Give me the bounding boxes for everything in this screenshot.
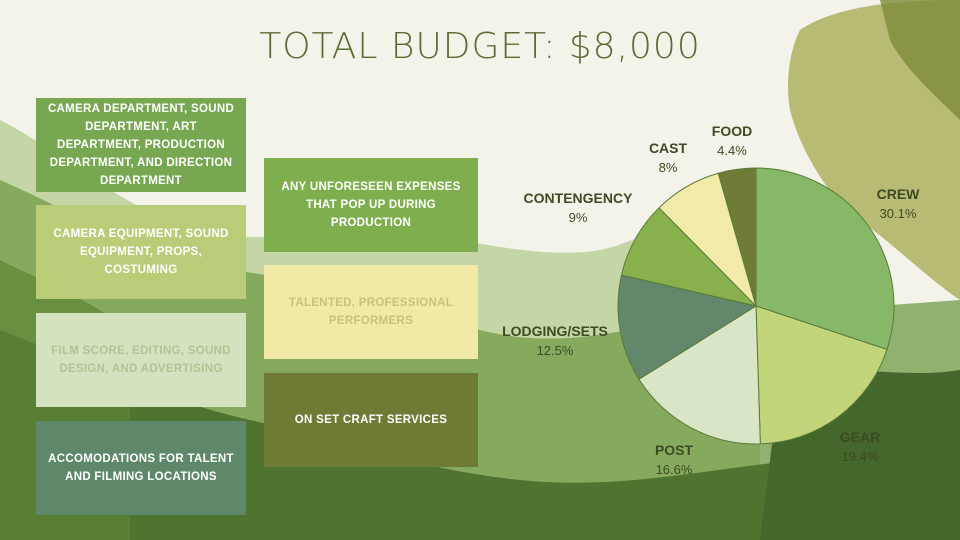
pie-slice-post <box>638 305 761 445</box>
pie-slice-crew <box>755 167 895 351</box>
slice-label-crew-name: CREW <box>876 186 920 202</box>
pie-slice-gear <box>755 305 888 445</box>
slice-label-lodging-name: LODGING/SETS <box>502 323 608 339</box>
slice-label-contingency: CONTENGENCY 9% <box>513 189 643 227</box>
slice-label-food-value: 4.4% <box>717 143 747 158</box>
slice-label-crew: CREW 30.1% <box>858 185 938 223</box>
slice-label-cast-value: 8% <box>658 160 678 175</box>
slice-label-post-value: 16.6% <box>655 462 693 477</box>
slice-label-cast: CAST 8% <box>628 139 708 177</box>
slice-label-food-name: FOOD <box>711 123 753 139</box>
contingency-description-box: ANY UNFORESEEN EXPENSES THAT POP UP DURI… <box>264 158 478 252</box>
slice-label-gear: GEAR 19.4% <box>820 428 900 466</box>
slice-label-post: POST 16.6% <box>634 441 714 479</box>
page-title: TOTAL BUDGET: $8,000 <box>259 26 701 67</box>
slice-label-gear-name: GEAR <box>839 429 881 445</box>
slice-label-cast-name: CAST <box>648 140 688 156</box>
pie-slice-lodging-sets <box>617 274 758 380</box>
slice-label-post-name: POST <box>654 442 694 458</box>
slice-label-contingency-value: 9% <box>568 210 588 225</box>
slice-label-food: FOOD 4.4% <box>692 122 772 160</box>
slice-label-gear-value: 19.4% <box>841 449 879 464</box>
food-description-box: ON SET CRAFT SERVICES <box>264 373 478 467</box>
slice-label-contingency-name: CONTENGENCY <box>523 190 633 206</box>
pie-slice-food <box>717 167 757 307</box>
slice-label-lodging: LODGING/SETS 12.5% <box>490 322 620 360</box>
slice-label-lodging-value: 12.5% <box>536 343 574 358</box>
cast-description-box: TALENTED, PROFESSIONAL PERFORMERS <box>264 265 478 359</box>
gear-description-box: CAMERA EQUIPMENT, SOUND EQUIPMENT, PROPS… <box>36 205 246 299</box>
slice-label-crew-value: 30.1% <box>879 206 917 221</box>
crew-description-box: CAMERA DEPARTMENT, SOUND DEPARTMENT, ART… <box>36 98 246 192</box>
post-description-box: FILM SCORE, EDITING, SOUND DESIGN, AND A… <box>36 313 246 407</box>
lodging-description-box: ACCOMODATIONS FOR TALENT AND FILMING LOC… <box>36 421 246 515</box>
